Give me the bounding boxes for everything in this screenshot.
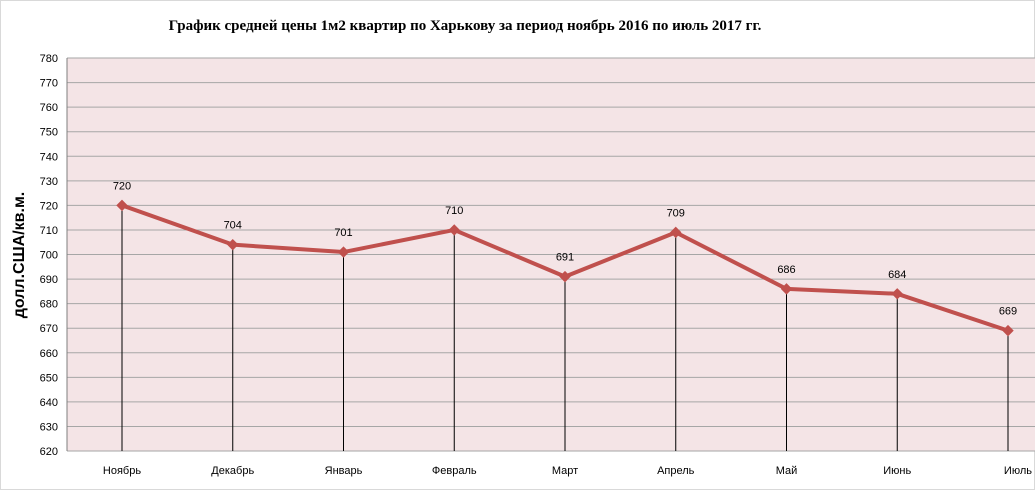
data-point — [1002, 324, 1014, 337]
y-tick-label: 770 — [40, 78, 58, 90]
chart-title: График средней цены 1м2 квартир по Харьк… — [168, 18, 762, 34]
data-point — [116, 199, 128, 212]
data-label: 669 — [999, 306, 1017, 318]
y-tick-label: 630 — [40, 421, 58, 433]
data-markers — [116, 199, 1014, 337]
x-tick-label: Май — [776, 465, 798, 477]
data-label: 701 — [334, 227, 352, 239]
x-tick-label: Март — [552, 465, 578, 477]
data-label: 709 — [667, 207, 685, 219]
y-tick-label: 680 — [40, 299, 58, 311]
y-tick-label: 650 — [40, 372, 58, 384]
data-label: 704 — [224, 220, 242, 232]
data-point — [891, 288, 903, 300]
y-tick-label: 710 — [40, 225, 58, 237]
data-point — [780, 283, 793, 295]
data-label: 686 — [777, 264, 795, 276]
x-tick-label: Июнь — [883, 465, 911, 477]
y-tick-label: 700 — [40, 250, 58, 262]
data-label: 710 — [445, 205, 463, 217]
x-axis-ticks: Ноябрь Декабрь Январь Февраль Март Апрель Май И… — [103, 465, 1032, 477]
y-tick-label: 760 — [40, 102, 58, 114]
y-tick-label: 750 — [40, 127, 58, 139]
data-labels: 720 704 701 710 691 709 686 684 669 — [113, 180, 1017, 317]
y-tick-label: 780 — [40, 53, 58, 65]
data-point — [337, 246, 350, 258]
x-tick-label: Январь — [325, 465, 363, 477]
x-tick-label: Декабрь — [211, 465, 254, 477]
data-point — [559, 270, 571, 283]
data-point — [670, 226, 682, 239]
drop-lines — [121, 205, 1009, 451]
y-tick-label: 690 — [40, 274, 58, 286]
data-label: 720 — [113, 180, 131, 192]
x-tick-label: Апрель — [657, 465, 695, 477]
y-tick-label: 660 — [40, 348, 58, 360]
y-tick-label: 730 — [40, 176, 58, 188]
gridlines — [66, 57, 1035, 452]
data-label: 684 — [888, 269, 906, 281]
x-tick-label: Июль — [1004, 465, 1032, 477]
y-axis-ticks: 620 630 640 650 660 670 680 690 700 710 720 730 740 7… — [40, 53, 58, 458]
data-point — [227, 238, 239, 251]
data-label: 691 — [556, 252, 574, 264]
data-point — [448, 224, 460, 236]
y-tick-label: 740 — [40, 151, 58, 163]
y-tick-label: 720 — [40, 200, 58, 212]
y-tick-label: 620 — [40, 446, 58, 458]
y-tick-label: 670 — [40, 323, 58, 335]
y-tick-label: 640 — [40, 397, 58, 409]
x-tick-label: Ноябрь — [103, 465, 141, 477]
x-tick-label: Февраль — [432, 465, 477, 477]
